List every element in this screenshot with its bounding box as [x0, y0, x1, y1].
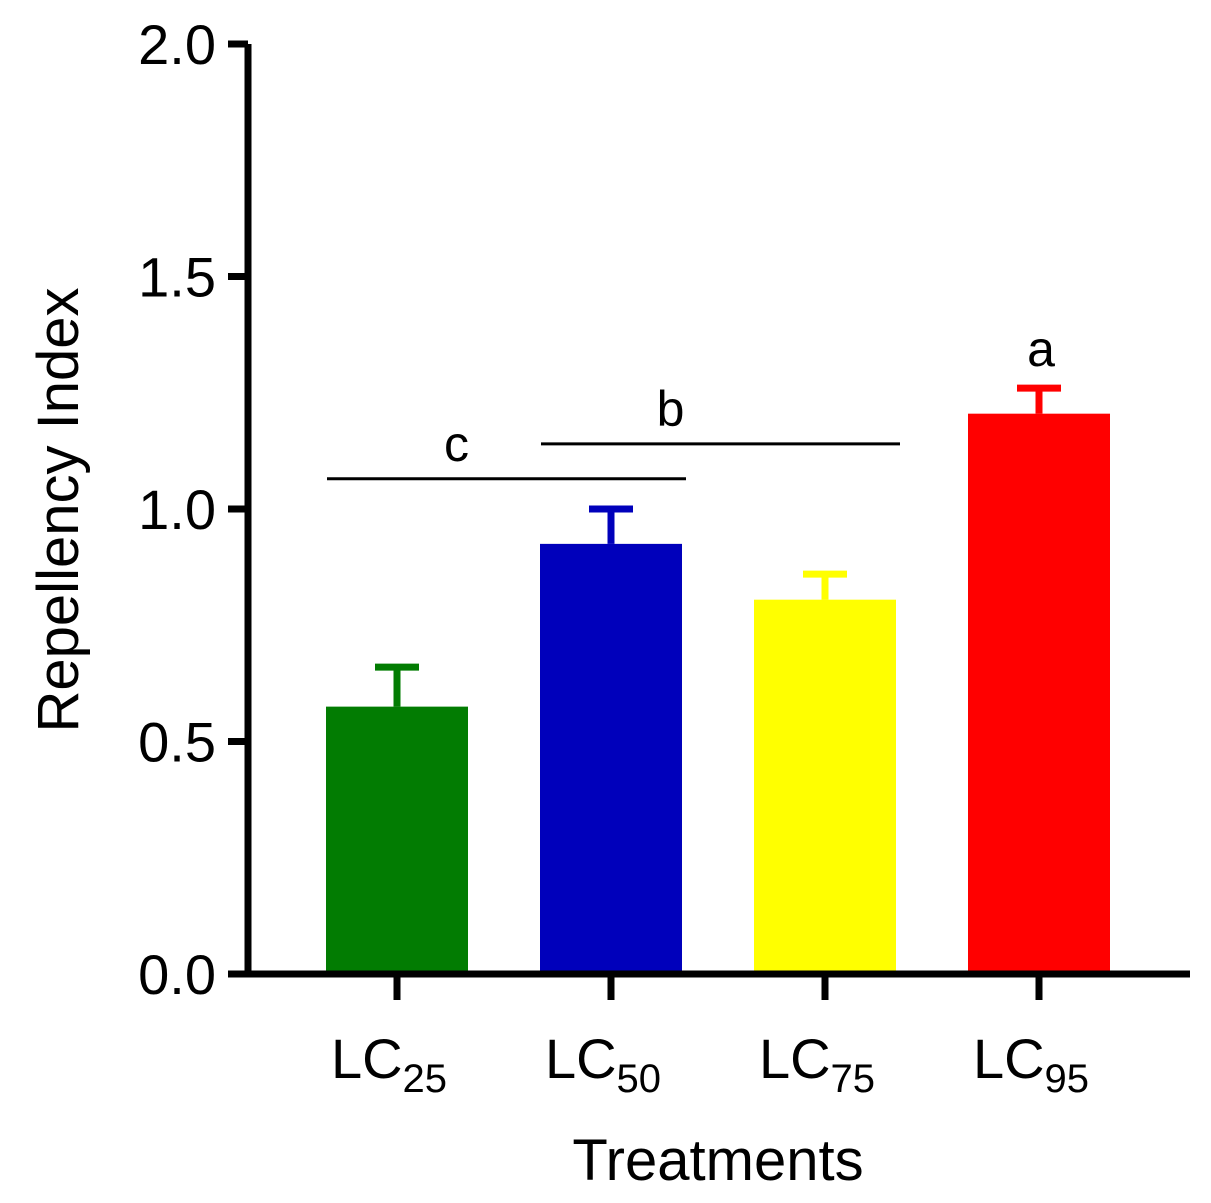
bar-lc50: [540, 543, 682, 974]
x-tick-label: LC95: [973, 1027, 1089, 1101]
x-tick-label: LC50: [545, 1027, 661, 1101]
y-tick-label: 0.0: [138, 943, 216, 1006]
y-axis-title: Repellency Index: [26, 288, 91, 733]
significance-letter-a: a: [1027, 321, 1055, 377]
y-tick-label: 2.0: [138, 13, 216, 76]
bar-lc75: [754, 599, 896, 974]
significance-letter-c: c: [444, 416, 469, 472]
bars: [326, 384, 1110, 974]
x-axis-title: Treatments: [572, 1128, 863, 1193]
ticks: 0.0 0.5 1.0 1.5 2.0 LC25 LC50 LC75 LC95: [138, 13, 1089, 1101]
y-tick-label: 0.5: [138, 711, 216, 774]
bar-lc25: [326, 706, 468, 974]
bar-lc95: [968, 413, 1110, 974]
x-tick-label: LC25: [331, 1027, 447, 1101]
y-tick-label: 1.5: [138, 246, 216, 309]
significance-annotations: c b a: [327, 321, 1055, 481]
significance-letter-b: b: [657, 381, 685, 437]
x-tick-label: LC75: [759, 1027, 875, 1101]
y-tick-label: 1.0: [138, 478, 216, 541]
